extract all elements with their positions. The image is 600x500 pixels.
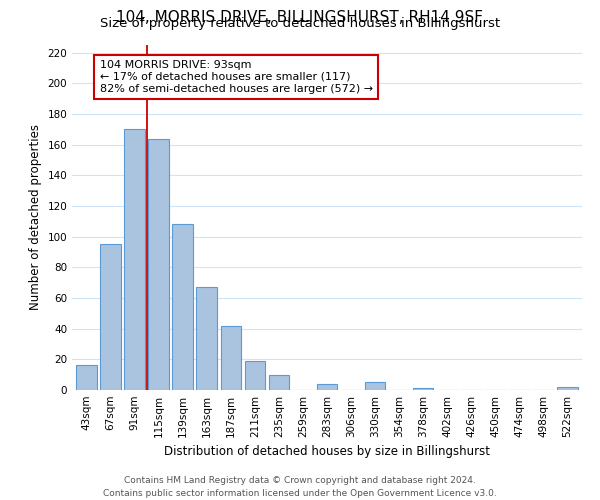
Bar (269, 374, 289, 390)
Text: 104 MORRIS DRIVE: 93sqm
← 17% of detached houses are smaller (117)
82% of semi-d: 104 MORRIS DRIVE: 93sqm ← 17% of detache… (100, 60, 373, 94)
Bar (317, 384, 337, 390)
X-axis label: Distribution of detached houses by size in Billingshurst: Distribution of detached houses by size … (164, 446, 490, 458)
Bar (365, 382, 385, 390)
Text: 104, MORRIS DRIVE, BILLINGSHURST, RH14 9SF: 104, MORRIS DRIVE, BILLINGSHURST, RH14 9… (116, 10, 484, 25)
Bar (221, 326, 241, 390)
Bar (196, 288, 217, 390)
Bar (245, 361, 265, 390)
Y-axis label: Number of detached properties: Number of detached properties (29, 124, 42, 310)
Bar (172, 224, 193, 390)
Bar (148, 138, 169, 390)
Bar (124, 130, 145, 390)
Text: Size of property relative to detached houses in Billingshurst: Size of property relative to detached ho… (100, 18, 500, 30)
Bar (100, 244, 121, 390)
Bar (557, 387, 578, 390)
Bar (76, 366, 97, 390)
Text: Contains HM Land Registry data © Crown copyright and database right 2024.
Contai: Contains HM Land Registry data © Crown c… (103, 476, 497, 498)
Bar (413, 388, 433, 390)
